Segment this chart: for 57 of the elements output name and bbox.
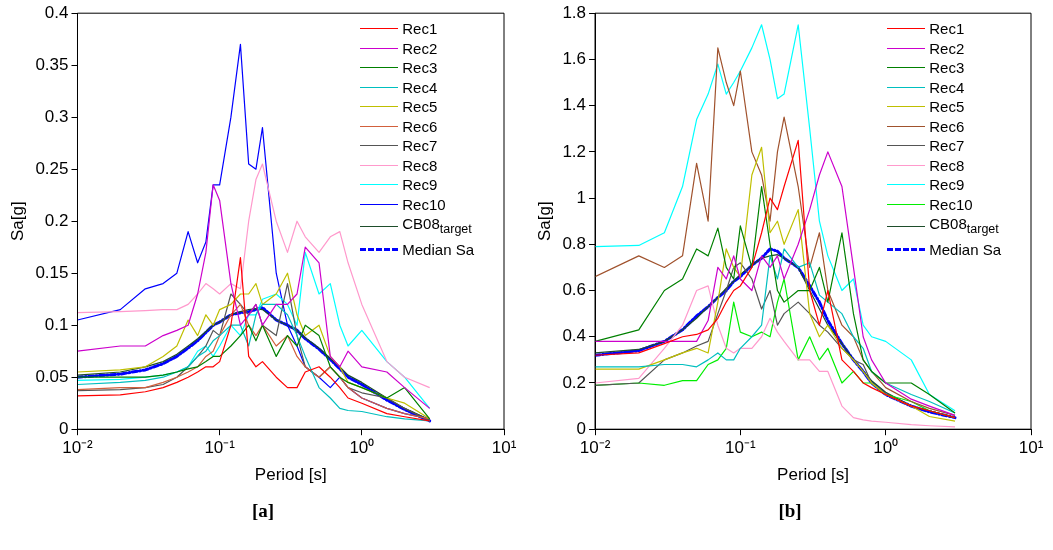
legend-label: Rec4 — [929, 77, 965, 98]
x-tick-label: 10⁻¹ — [204, 438, 236, 458]
y-tick-label: 0.15 — [35, 262, 69, 282]
legend-label: Rec6 — [402, 116, 438, 137]
legend-label: Rec8 — [402, 155, 438, 176]
x-tick-label: 10⁻² — [62, 438, 94, 458]
y-tick-label: 0 — [59, 418, 69, 438]
y-tick-label: 1.4 — [562, 95, 587, 115]
x-axis-title: Period [s] — [254, 465, 327, 485]
y-tick-label: 0.25 — [35, 158, 69, 178]
legend-label: Rec5 — [929, 97, 965, 117]
legend-label: Median Sa — [929, 239, 1001, 260]
y-tick-label: 1.6 — [562, 49, 587, 69]
y-tick-label: 1.8 — [562, 2, 587, 22]
x-tick-label: 10⁰ — [349, 438, 375, 458]
y-tick-label: 0.8 — [562, 234, 587, 253]
x-axis-title: Period [s] — [777, 465, 849, 485]
legend-label: Rec10 — [929, 194, 973, 215]
legend-label: Rec9 — [402, 175, 438, 195]
legend-label: Rec2 — [929, 38, 965, 59]
x-tick-label: 10¹ — [1018, 438, 1044, 458]
legend-label: CB08$_{target}$ — [402, 214, 472, 239]
y-axis-title: Sa[g] — [534, 201, 554, 242]
y-tick-label: 0.2 — [562, 372, 587, 392]
y-tick-label: 0.3 — [44, 106, 69, 126]
text: [a] — [250, 500, 276, 522]
y-tick-label: 1 — [576, 187, 587, 207]
y-tick-label: 0.4 — [562, 326, 587, 346]
y-axis-title: Sa[g] — [7, 201, 27, 242]
legend-label: Rec7 — [402, 136, 438, 156]
legend-label: Rec4 — [402, 77, 438, 98]
y-tick-label: 0.6 — [562, 280, 587, 300]
y-tick-label: 0.1 — [44, 314, 69, 334]
legend-label: Rec1 — [929, 19, 965, 39]
y-tick-label: 1.2 — [562, 141, 587, 161]
y-tick-label: 0 — [576, 418, 587, 438]
legend-label: CB08$_{target}$ — [929, 214, 999, 239]
y-tick-label: 0.2 — [44, 210, 69, 230]
legend-label: Rec8 — [929, 155, 965, 176]
y-tick-label: 0.35 — [35, 54, 69, 74]
legend-label: Median Sa — [402, 239, 474, 260]
legend-label: Rec10 — [402, 194, 446, 215]
y-tick-label: 0.05 — [35, 366, 69, 386]
y-tick-label: 0.4 — [44, 2, 69, 22]
legend-label: Rec3 — [402, 58, 438, 78]
x-tick-label: 10¹ — [491, 438, 517, 458]
legend-label: Rec1 — [402, 19, 438, 39]
legend-label: Rec7 — [929, 136, 965, 156]
text: [b] — [777, 500, 803, 522]
x-tick-label: 10⁰ — [873, 438, 899, 458]
x-tick-label: 10⁻² — [579, 438, 611, 458]
legend-label: Rec9 — [929, 175, 965, 195]
legend-label: Rec6 — [929, 116, 965, 137]
x-tick-label: 10⁻¹ — [725, 438, 756, 458]
legend-label: Rec5 — [402, 97, 438, 117]
legend-label: Rec3 — [929, 58, 965, 78]
legend-label: Rec2 — [402, 38, 438, 59]
